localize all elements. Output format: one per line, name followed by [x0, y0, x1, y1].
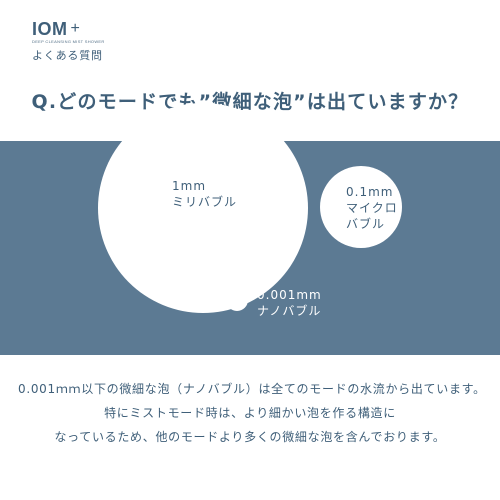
millibubble-size: 1mm: [172, 179, 207, 193]
microbubble-label: 0.1mm マイクロ バブル: [346, 184, 398, 232]
faq-subtitle: よくある質問: [32, 49, 103, 62]
microbubble-size: 0.1mm: [346, 185, 394, 199]
nanobubble-size: 0.001mm: [257, 288, 322, 302]
brand-tagline: DEEP CLEANSING MIST SHOWER: [32, 39, 105, 44]
bubble-tiny: [226, 289, 248, 311]
explanation-line-2: 特にミストモード時は、より細かい泡を作る構造に: [104, 406, 396, 420]
microbubble-name-2: バブル: [346, 217, 386, 231]
nanobubble-label: 0.001mm ナノバブル: [257, 287, 322, 319]
bubble-large: [98, 103, 308, 313]
millibubble-label: 1mm ミリバブル: [172, 178, 237, 210]
brand-logo: IOM +: [32, 20, 172, 38]
nanobubble-name: ナノバブル: [257, 304, 322, 318]
brand-logo-plus: +: [70, 20, 81, 37]
millibubble-name: ミリバブル: [172, 195, 238, 209]
question-title: Q.どのモードでも”微細な泡”は出ていますか？: [31, 91, 469, 113]
microbubble-name-1: マイクロ: [346, 201, 398, 215]
explanation-line-3: なっているため、他のモードより多くの微細な泡を含んでおります。: [54, 430, 446, 444]
bubble-medium: [320, 166, 402, 248]
explanation-line-1: 0.001ｍｍ以下の微細な泡（ナノバブル）は全てのモードの水流から出ています。: [18, 382, 486, 396]
brand-logo-text: IOM: [32, 19, 68, 39]
brand: IOM + DEEP CLEANSING MIST SHOWER よくある質問: [32, 20, 172, 62]
explanation-text: 0.001ｍｍ以下の微細な泡（ナノバブル）は全てのモードの水流から出ています。 …: [18, 377, 486, 449]
